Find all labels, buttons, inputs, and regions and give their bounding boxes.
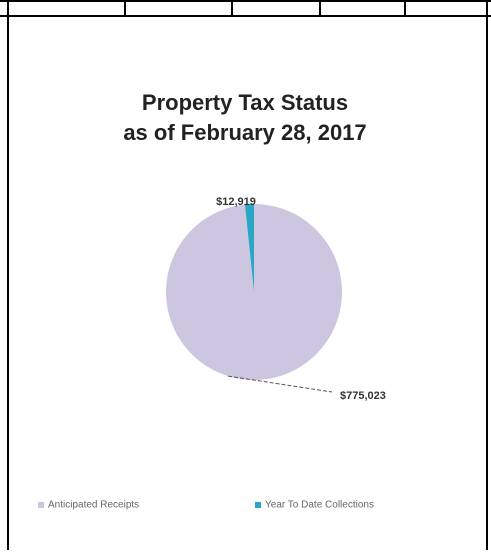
chart-subtitle: as of February 28, 2017 [123, 120, 366, 145]
leader-line [228, 375, 333, 393]
pie-slice [244, 204, 254, 292]
legend-swatch [38, 502, 44, 508]
pie-slice [166, 204, 343, 381]
legend-swatch [255, 502, 261, 508]
data-label: $12,919 [216, 196, 256, 208]
data-label: $775,023 [340, 390, 386, 402]
legend-label: Year To Date Collections [265, 500, 374, 511]
chart-title: Property Tax Status [142, 90, 348, 115]
legend-label: Anticipated Receipts [48, 500, 139, 511]
